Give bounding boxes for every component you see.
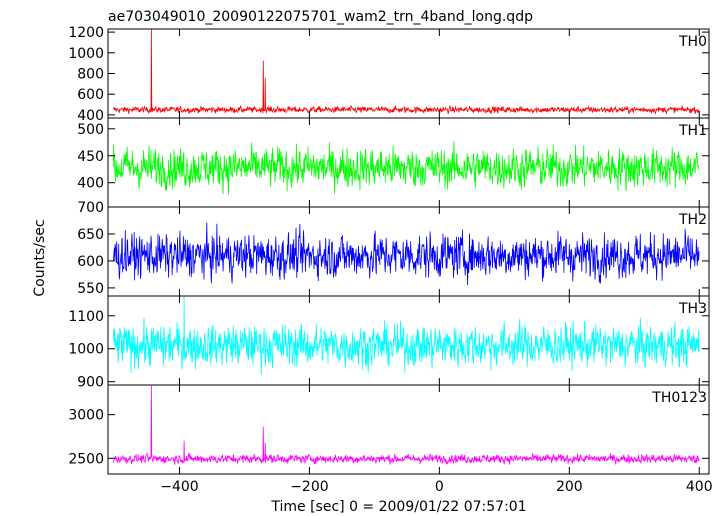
x-axis-label: Time [sec] 0 = 2009/01/22 07:57:01 xyxy=(270,499,526,515)
y-tick-label: 550 xyxy=(77,281,104,297)
panel-label-th0: TH0 xyxy=(678,34,707,50)
x-tick-label: 0 xyxy=(435,479,444,495)
panel-th0123: 2500 3000 TH0123 xyxy=(68,384,710,475)
x-tick-label: −400 xyxy=(160,479,198,495)
series-line-th0 xyxy=(113,29,700,115)
y-tick-label: 1000 xyxy=(68,46,104,62)
panel-label-th1: TH1 xyxy=(678,123,707,139)
x-tick-label: 400 xyxy=(686,479,713,495)
panel-frame xyxy=(107,384,710,475)
x-tick-label: 200 xyxy=(556,479,583,495)
series-line-th0123 xyxy=(112,385,700,465)
y-tick-label: 400 xyxy=(77,176,104,192)
panel-frame xyxy=(107,28,710,119)
y-tick-label: 600 xyxy=(77,254,104,270)
panel-th3: 900 1000 1100 TH3 xyxy=(68,295,710,391)
y-tick-label: 900 xyxy=(77,375,104,391)
y-tick-label: 650 xyxy=(77,227,104,243)
y-tick-label: 1000 xyxy=(68,342,104,358)
panel-label-th0123: TH0123 xyxy=(651,390,707,406)
y-tick-label: 3000 xyxy=(68,408,104,424)
y-tick-label: 800 xyxy=(77,67,104,83)
chart-title: ae703049010_20090122075701_wam2_trn_4ban… xyxy=(108,9,533,25)
panel-th2: 550 600 650 700 TH2 xyxy=(77,200,710,297)
y-tick-label: 600 xyxy=(77,87,104,103)
panel-label-th2: TH2 xyxy=(678,212,707,228)
y-axis-label: Counts/sec xyxy=(32,219,48,296)
y-tick-label: 1200 xyxy=(68,25,104,41)
y-tick-label: 400 xyxy=(77,108,104,124)
series-line-th1 xyxy=(112,140,700,195)
y-tick-label: 500 xyxy=(77,122,104,138)
series-line-th3 xyxy=(112,296,700,375)
x-tick-label: −200 xyxy=(290,479,328,495)
series-line-th2 xyxy=(112,222,700,286)
panels-group: 400 600 800 1000 1200 TH0 400 450 500 TH1 550 600 65… xyxy=(68,25,712,495)
panel-label-th3: TH3 xyxy=(678,301,707,317)
y-tick-label: 700 xyxy=(77,200,104,216)
panel-th1: 400 450 500 TH1 xyxy=(77,117,710,208)
y-tick-label: 2500 xyxy=(68,451,104,467)
y-tick-label: 450 xyxy=(77,149,104,165)
panel-th0: 400 600 800 1000 1200 TH0 xyxy=(68,25,710,124)
y-tick-label: 1100 xyxy=(68,309,104,325)
